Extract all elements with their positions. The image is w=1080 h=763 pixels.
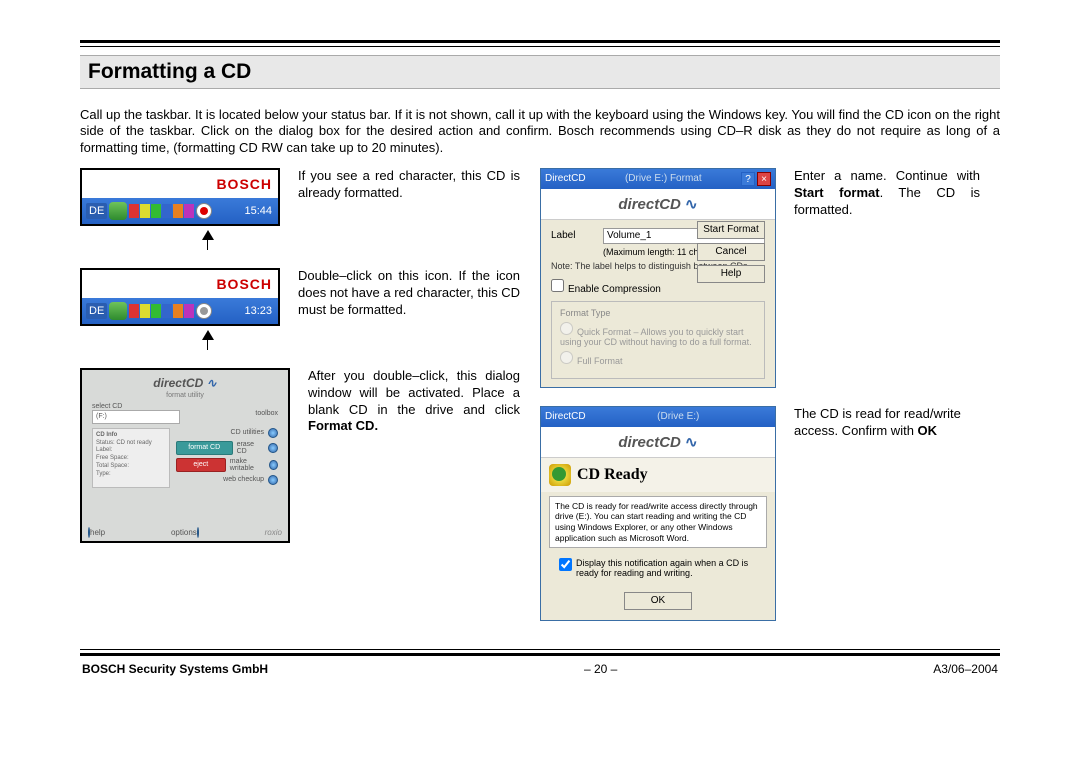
- caption-1: If you see a red character, this CD is a…: [298, 168, 520, 202]
- cd-tray-icon: [196, 303, 212, 319]
- help-icon[interactable]: ?: [741, 172, 755, 186]
- caption-3: After you double–click, this dialog wind…: [308, 368, 520, 436]
- language-indicator: DE: [86, 203, 107, 219]
- clock: 15:44: [244, 205, 274, 217]
- close-icon[interactable]: ×: [757, 172, 771, 186]
- language-indicator: DE: [86, 303, 107, 319]
- cd-ready-message: The CD is ready for read/write access di…: [549, 496, 767, 549]
- quick-format-radio: [560, 322, 573, 335]
- notify-again-checkbox[interactable]: [559, 558, 572, 571]
- cd-info-panel: CD Info Status: CD not readyLabel:Free S…: [92, 428, 170, 488]
- arrow-up-icon: [202, 330, 214, 340]
- start-format-button[interactable]: Start Format: [697, 221, 765, 239]
- taskbar-screenshot-2: BOSCH DE 13:23: [80, 268, 280, 350]
- cd-ready-dialog-screenshot: DirectCD (Drive E:) directCD ∿ CD Ready …: [540, 406, 776, 622]
- caption-4: Enter a name. Continue with Start format…: [794, 168, 980, 219]
- enable-compression-checkbox[interactable]: [551, 279, 564, 292]
- intro-paragraph: Call up the taskbar. It is located below…: [80, 107, 1000, 156]
- format-cd-button[interactable]: format CD: [176, 441, 233, 455]
- arrow-up-icon: [202, 230, 214, 240]
- format-type-fieldset: Format Type Quick Format – Allows you to…: [551, 301, 765, 379]
- eject-button[interactable]: eject: [176, 458, 226, 472]
- cd-ready-icon: [549, 464, 571, 486]
- directcd-utility-screenshot: directCD ∿ format utility select CD (F:)…: [80, 368, 290, 543]
- clock: 13:23: [244, 305, 274, 317]
- ok-button[interactable]: OK: [624, 592, 692, 610]
- tray-icons: [129, 304, 194, 318]
- footer-page: – 20 –: [584, 662, 617, 676]
- start-button-icon: [109, 202, 127, 220]
- taskbar-screenshot-1: BOSCH DE 15:44: [80, 168, 280, 250]
- footer-left: BOSCH Security Systems GmbH: [82, 662, 268, 676]
- page-title: Formatting a CD: [80, 55, 1000, 89]
- format-dialog-screenshot: DirectCD (Drive E:) Format ? × directCD …: [540, 168, 776, 388]
- cd-tray-icon: [196, 203, 212, 219]
- label-field-label: Label: [551, 230, 595, 241]
- cd-ready-heading: CD Ready: [577, 466, 648, 484]
- full-format-radio: [560, 351, 573, 364]
- help-button[interactable]: Help: [697, 265, 765, 283]
- footer-right: A3/06–2004: [933, 662, 998, 676]
- start-button-icon: [109, 302, 127, 320]
- caption-5: The CD is read for read/write access. Co…: [794, 406, 980, 440]
- dialog-title: DirectCD: [545, 411, 586, 422]
- drive-select[interactable]: (F:): [92, 410, 180, 424]
- bosch-logo: BOSCH: [216, 176, 272, 192]
- cancel-button[interactable]: Cancel: [697, 243, 765, 261]
- tray-icons: [129, 204, 194, 218]
- caption-2: Double–click on this icon. If the icon d…: [298, 268, 520, 319]
- bosch-logo: BOSCH: [216, 276, 272, 292]
- dialog-title: DirectCD: [545, 173, 586, 184]
